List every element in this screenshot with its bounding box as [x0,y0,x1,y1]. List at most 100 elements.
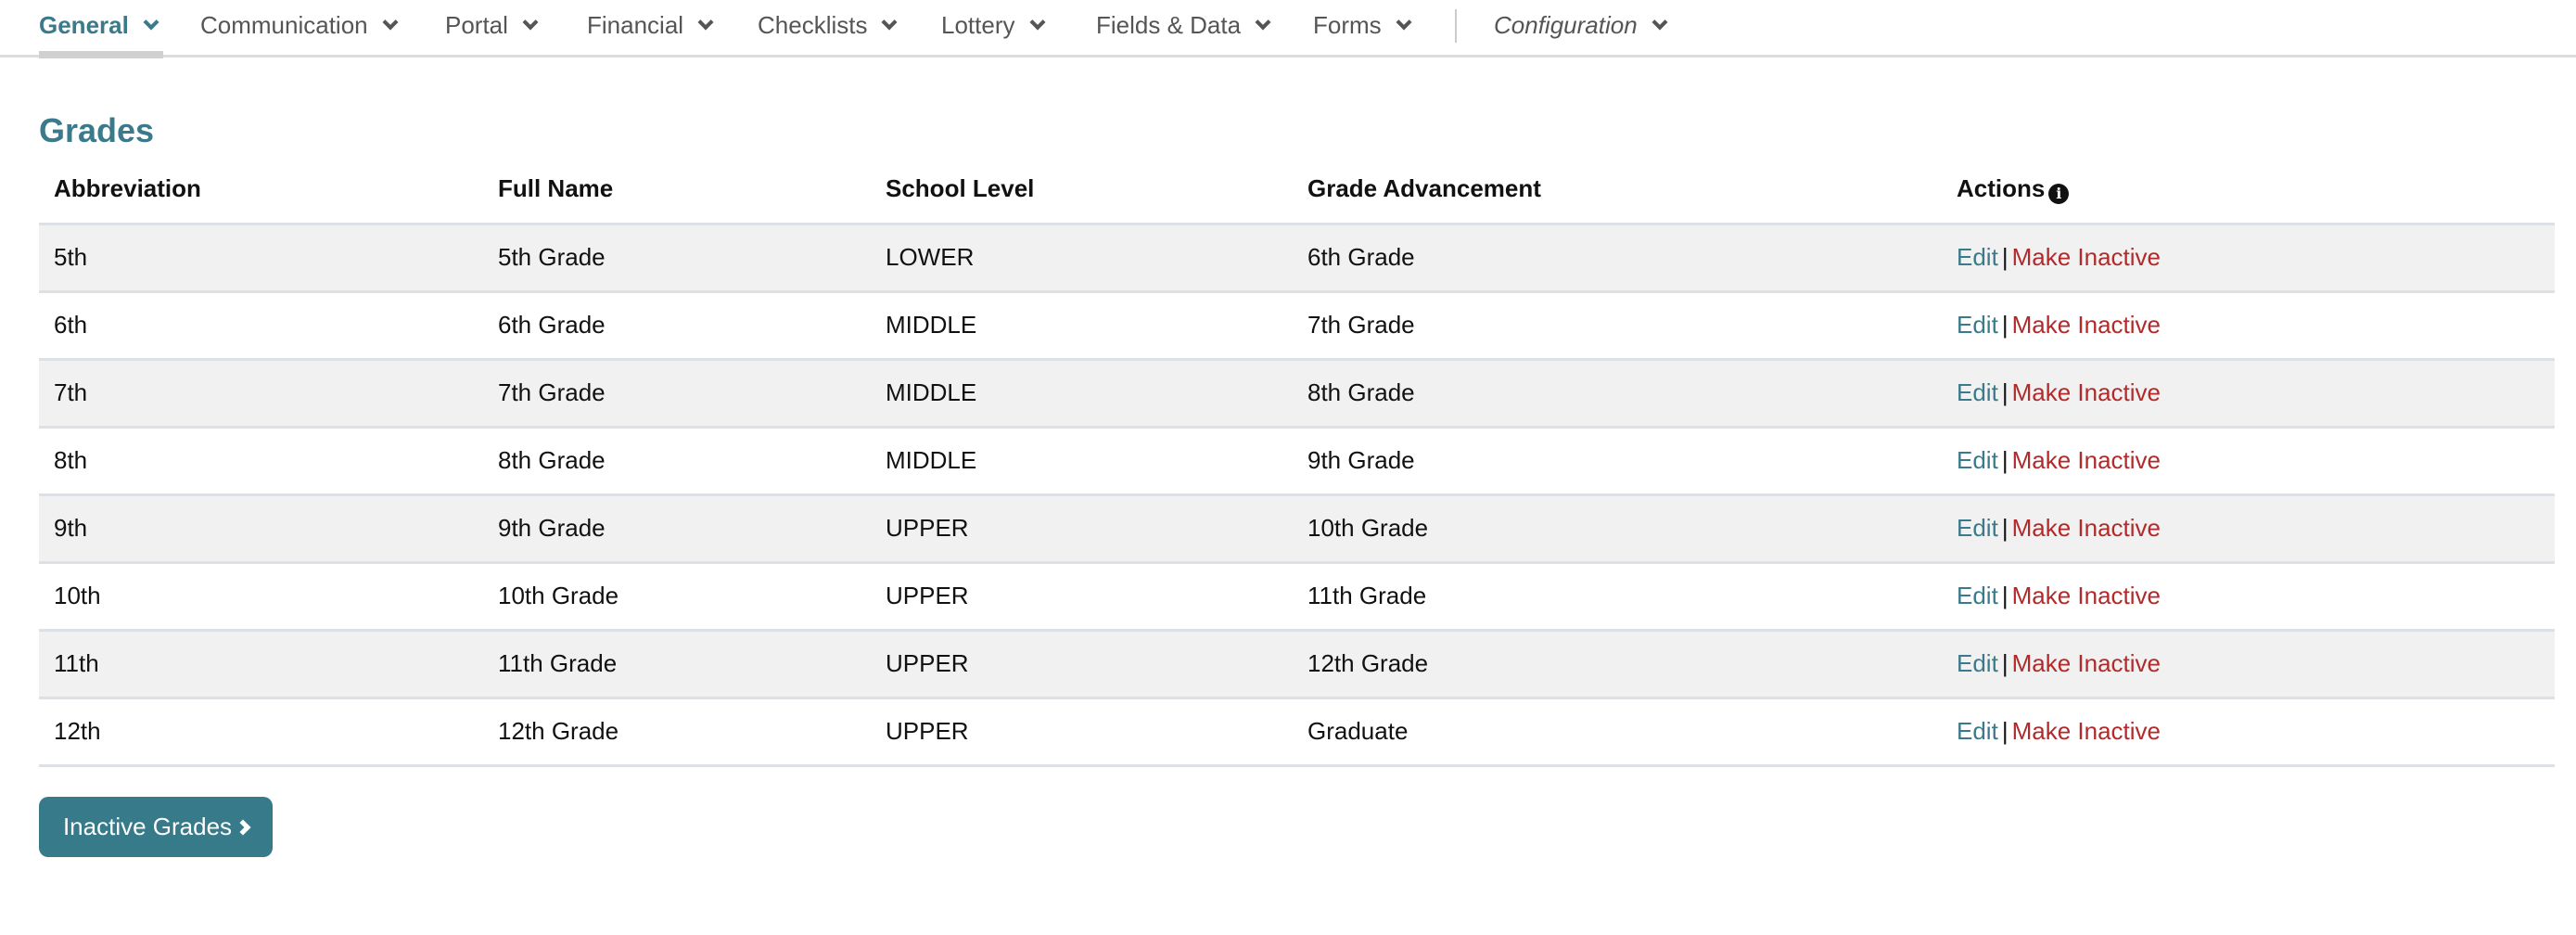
nav-checklists[interactable]: Checklists [758,11,898,40]
make-inactive-link[interactable]: Make Inactive [2011,717,2161,745]
action-separator: | [2001,649,2009,677]
header-grade-advancement: Grade Advancement [1293,156,1942,225]
cell-actions: Edit | Make Inactive [1942,630,2555,699]
cell-abbreviation: 12th [39,698,483,767]
chevron-down-icon [1029,14,1045,30]
nav-label: Communication [200,11,368,39]
chevron-down-icon [522,14,539,30]
make-inactive-link[interactable]: Make Inactive [2011,446,2161,474]
table-row: 12th 12th Grade UPPER Graduate Edit | Make Ina… [39,698,2555,767]
edit-link[interactable]: Edit [1957,378,1998,406]
nav-label: Financial [587,11,684,39]
cell-full-name: 8th Grade [483,427,871,496]
table-row: 11th 11th Grade UPPER 12th Grade Edit | Make I… [39,630,2555,699]
table-row: 8th 8th Grade MIDDLE 9th Grade Edit | Make Ina… [39,427,2555,496]
cell-full-name: 11th Grade [483,630,871,699]
cell-school-level: UPPER [871,698,1293,767]
cell-school-level: UPPER [871,494,1293,564]
table-row: 5th 5th Grade LOWER 6th Grade Edit | Make Inac… [39,224,2555,293]
edit-link[interactable]: Edit [1957,446,1998,474]
edit-link[interactable]: Edit [1957,243,1998,271]
cell-actions: Edit | Make Inactive [1942,427,2555,496]
nav-financial[interactable]: Financial [587,11,714,40]
chevron-down-icon [1255,14,1271,30]
header-school-level: School Level [871,156,1293,225]
cell-actions: Edit | Make Inactive [1942,698,2555,767]
edit-link[interactable]: Edit [1957,311,1998,339]
inactive-grades-button[interactable]: Inactive Grades [39,797,273,857]
action-separator: | [2001,514,2009,542]
nav-forms[interactable]: Forms [1313,11,1412,40]
nav-portal[interactable]: Portal [445,11,539,40]
cell-grade-advancement: 9th Grade [1293,427,1942,496]
nav-general[interactable]: General [39,11,159,40]
cell-full-name: 12th Grade [483,698,871,767]
action-separator: | [2001,378,2009,406]
nav-lottery[interactable]: Lottery [941,11,1045,40]
cell-grade-advancement: 12th Grade [1293,630,1942,699]
edit-link[interactable]: Edit [1957,649,1998,677]
make-inactive-link[interactable]: Make Inactive [2011,582,2161,609]
table-row: 9th 9th Grade UPPER 10th Grade Edit | Make Ina… [39,494,2555,564]
chevron-down-icon [382,14,399,30]
action-separator: | [2001,311,2009,339]
nav-fields-data[interactable]: Fields & Data [1096,11,1271,40]
button-label: Inactive Grades [62,813,233,840]
nav-label: Forms [1313,11,1382,39]
action-separator: | [2001,717,2009,745]
edit-link[interactable]: Edit [1957,514,1998,542]
nav-configuration[interactable]: Configuration [1494,11,1668,40]
header-actions: Actions i [1942,156,2555,225]
cell-actions: Edit | Make Inactive [1942,224,2555,293]
make-inactive-link[interactable]: Make Inactive [2011,378,2161,406]
cell-full-name: 9th Grade [483,494,871,564]
cell-abbreviation: 7th [39,359,483,429]
nav-label: Lottery [941,11,1015,39]
header-actions-label: Actions [1957,174,2046,202]
cell-abbreviation: 11th [39,630,483,699]
cell-grade-advancement: 11th Grade [1293,562,1942,632]
cell-grade-advancement: 6th Grade [1293,224,1942,293]
cell-grade-advancement: 7th Grade [1293,291,1942,361]
cell-actions: Edit | Make Inactive [1942,562,2555,632]
cell-full-name: 5th Grade [483,224,871,293]
cell-actions: Edit | Make Inactive [1942,359,2555,429]
cell-grade-advancement: Graduate [1293,698,1942,767]
cell-school-level: MIDDLE [871,427,1293,496]
cell-school-level: UPPER [871,630,1293,699]
cell-abbreviation: 10th [39,562,483,632]
edit-link[interactable]: Edit [1957,582,1998,609]
chevron-down-icon [143,14,159,30]
info-icon[interactable]: i [2048,183,2070,204]
action-separator: | [2001,446,2009,474]
chevron-down-icon [1651,14,1668,30]
chevron-down-icon [1396,14,1412,30]
table-header-row: Abbreviation Full Name School Level Grad… [39,156,2555,225]
edit-link[interactable]: Edit [1957,717,1998,745]
cell-abbreviation: 6th [39,291,483,361]
cell-school-level: LOWER [871,224,1293,293]
nav-label: Portal [445,11,508,39]
cell-full-name: 6th Grade [483,291,871,361]
action-separator: | [2001,243,2009,271]
header-abbreviation: Abbreviation [39,156,483,225]
chevron-right-icon [235,819,251,835]
nav-label: Fields & Data [1096,11,1242,39]
make-inactive-link[interactable]: Make Inactive [2011,243,2161,271]
cell-actions: Edit | Make Inactive [1942,291,2555,361]
header-full-name: Full Name [483,156,871,225]
make-inactive-link[interactable]: Make Inactive [2011,311,2161,339]
make-inactive-link[interactable]: Make Inactive [2011,514,2161,542]
cell-full-name: 7th Grade [483,359,871,429]
cell-actions: Edit | Make Inactive [1942,494,2555,564]
make-inactive-link[interactable]: Make Inactive [2011,649,2161,677]
cell-abbreviation: 9th [39,494,483,564]
grades-table: Abbreviation Full Name School Level Grad… [39,156,2555,767]
top-nav: General Communication Portal Financial C… [0,0,2576,58]
nav-label: General [39,11,129,39]
cell-school-level: UPPER [871,562,1293,632]
nav-communication[interactable]: Communication [200,11,399,40]
table-row: 7th 7th Grade MIDDLE 8th Grade Edit | Make Ina… [39,359,2555,429]
nav-label: Configuration [1494,11,1638,39]
cell-school-level: MIDDLE [871,359,1293,429]
